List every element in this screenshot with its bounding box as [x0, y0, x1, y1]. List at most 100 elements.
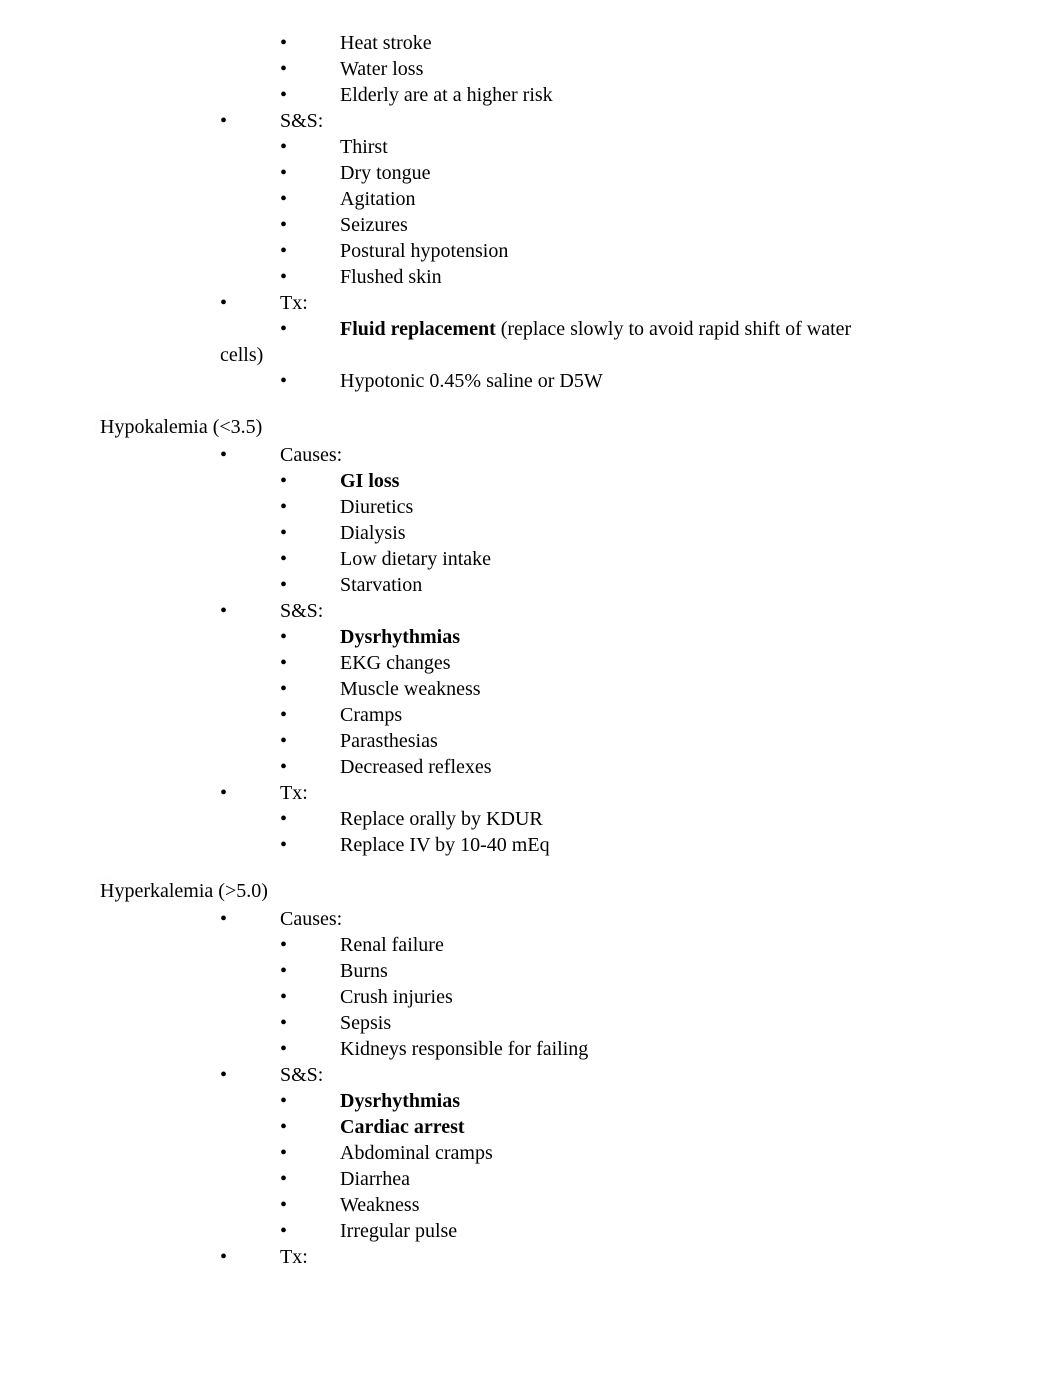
list-item: •Postural hypotension: [280, 238, 962, 264]
bullet-icon: •: [280, 1036, 340, 1062]
list-item: •Cramps: [280, 702, 962, 728]
list-item: •Diarrhea: [280, 1166, 962, 1192]
list-item: •Dysrhythmias: [280, 624, 962, 650]
bullet-icon: •: [280, 316, 340, 342]
list-item-text: Renal failure: [340, 932, 444, 958]
bullet-icon: •: [280, 368, 340, 394]
bullet-icon: •: [280, 1010, 340, 1036]
list-item: •Sepsis: [280, 1010, 962, 1036]
list-item: •Replace orally by KDUR: [280, 806, 962, 832]
list-item: •Diuretics: [280, 494, 962, 520]
list-item: •Fluid replacement (replace slowly to av…: [280, 316, 962, 342]
bullet-icon: •: [280, 238, 340, 264]
group-label: Tx:: [280, 780, 308, 806]
list-item: •Renal failure: [280, 932, 962, 958]
list-item-text: Irregular pulse: [340, 1218, 457, 1244]
list-item: •Weakness: [280, 1192, 962, 1218]
list-item-text: Crush injuries: [340, 984, 453, 1010]
list-item: •Tx:: [220, 780, 962, 806]
list-item: •Low dietary intake: [280, 546, 962, 572]
list-item-text: Dysrhythmias: [340, 624, 460, 650]
bullet-icon: •: [280, 520, 340, 546]
bullet-icon: •: [280, 984, 340, 1010]
list-item-text: Decreased reflexes: [340, 754, 492, 780]
list-item: •Kidneys responsible for failing: [280, 1036, 962, 1062]
bullet-icon: •: [280, 624, 340, 650]
bullet-icon: •: [280, 1192, 340, 1218]
group-label: Causes:: [280, 442, 342, 468]
list-item: •Cardiac arrest: [280, 1114, 962, 1140]
bullet-icon: •: [280, 650, 340, 676]
list-item-text: Thirst: [340, 134, 388, 160]
list-item: •Seizures: [280, 212, 962, 238]
list-item: •Irregular pulse: [280, 1218, 962, 1244]
list-item-text: Dialysis: [340, 520, 406, 546]
group-label: Tx:: [280, 290, 308, 316]
list-item-text: Cramps: [340, 702, 402, 728]
list-item: •Thirst: [280, 134, 962, 160]
list-item: •Agitation: [280, 186, 962, 212]
list-item: •Causes:: [220, 906, 962, 932]
list-item-text: Muscle weakness: [340, 676, 481, 702]
list-item: •Tx:: [220, 1244, 962, 1270]
section-title: Hyperkalemia (>5.0): [100, 876, 962, 906]
bullet-icon: •: [280, 728, 340, 754]
list-item: •Heat stroke: [280, 30, 962, 56]
list-item: •Dialysis: [280, 520, 962, 546]
list-item: •Abdominal cramps: [280, 1140, 962, 1166]
list-item-text: Cardiac arrest: [340, 1114, 465, 1140]
list-item-text: Replace IV by 10-40 mEq: [340, 832, 550, 858]
list-item: •Starvation: [280, 572, 962, 598]
list-item-text: Parasthesias: [340, 728, 438, 754]
bullet-icon: •: [280, 806, 340, 832]
list-item: •Decreased reflexes: [280, 754, 962, 780]
bullet-icon: •: [280, 212, 340, 238]
section-title-text: Hypokalemia (<3.5): [100, 412, 267, 442]
bullet-icon: •: [280, 958, 340, 984]
list-item: •Burns: [280, 958, 962, 984]
bullet-icon: •: [280, 160, 340, 186]
list-item: •Elderly are at a higher risk: [280, 82, 962, 108]
list-item-text-bold: Fluid replacement: [340, 318, 496, 340]
section-title: Hypokalemia (<3.5): [100, 412, 962, 442]
bullet-icon: •: [280, 56, 340, 82]
list-item-text: Diarrhea: [340, 1166, 410, 1192]
list-item-text: Diuretics: [340, 494, 413, 520]
bullet-icon: •: [220, 1244, 280, 1270]
section-title-text: Hyperkalemia (>5.0): [100, 876, 273, 906]
group-label: Causes:: [280, 906, 342, 932]
list-item-continuation: cells): [220, 342, 962, 368]
list-item: •Muscle weakness: [280, 676, 962, 702]
list-item-text: Kidneys responsible for failing: [340, 1036, 588, 1062]
bullet-icon: •: [220, 906, 280, 932]
bullet-icon: •: [280, 1140, 340, 1166]
list-item-text: Fluid replacement (replace slowly to avo…: [340, 316, 851, 342]
bullet-icon: •: [220, 290, 280, 316]
bullet-icon: •: [280, 1114, 340, 1140]
list-item: •EKG changes: [280, 650, 962, 676]
list-item-text: Hypotonic 0.45% saline or D5W: [340, 368, 603, 394]
bullet-icon: •: [220, 1062, 280, 1088]
list-item: •Causes:: [220, 442, 962, 468]
list-item-text: Low dietary intake: [340, 546, 491, 572]
bullet-icon: •: [280, 1088, 340, 1114]
list-item: •S&S:: [220, 108, 962, 134]
list-item: •Flushed skin: [280, 264, 962, 290]
list-item-text: Abdominal cramps: [340, 1140, 493, 1166]
list-item: •Parasthesias: [280, 728, 962, 754]
list-item-text: Flushed skin: [340, 264, 442, 290]
bullet-icon: •: [220, 108, 280, 134]
list-item: •Tx:: [220, 290, 962, 316]
list-item-text-rest: (replace slowly to avoid rapid shift of …: [496, 318, 851, 340]
bullet-icon: •: [280, 1166, 340, 1192]
bullet-icon: •: [220, 780, 280, 806]
list-item-text: Elderly are at a higher risk: [340, 82, 553, 108]
list-item-text: GI loss: [340, 468, 399, 494]
group-label: S&S:: [280, 108, 323, 134]
list-item-text: Dry tongue: [340, 160, 431, 186]
list-item-text: Starvation: [340, 572, 422, 598]
list-item-text: Weakness: [340, 1192, 419, 1218]
list-item: •Hypotonic 0.45% saline or D5W: [280, 368, 962, 394]
bullet-icon: •: [280, 186, 340, 212]
document-body: •Heat stroke•Water loss•Elderly are at a…: [100, 30, 962, 1270]
